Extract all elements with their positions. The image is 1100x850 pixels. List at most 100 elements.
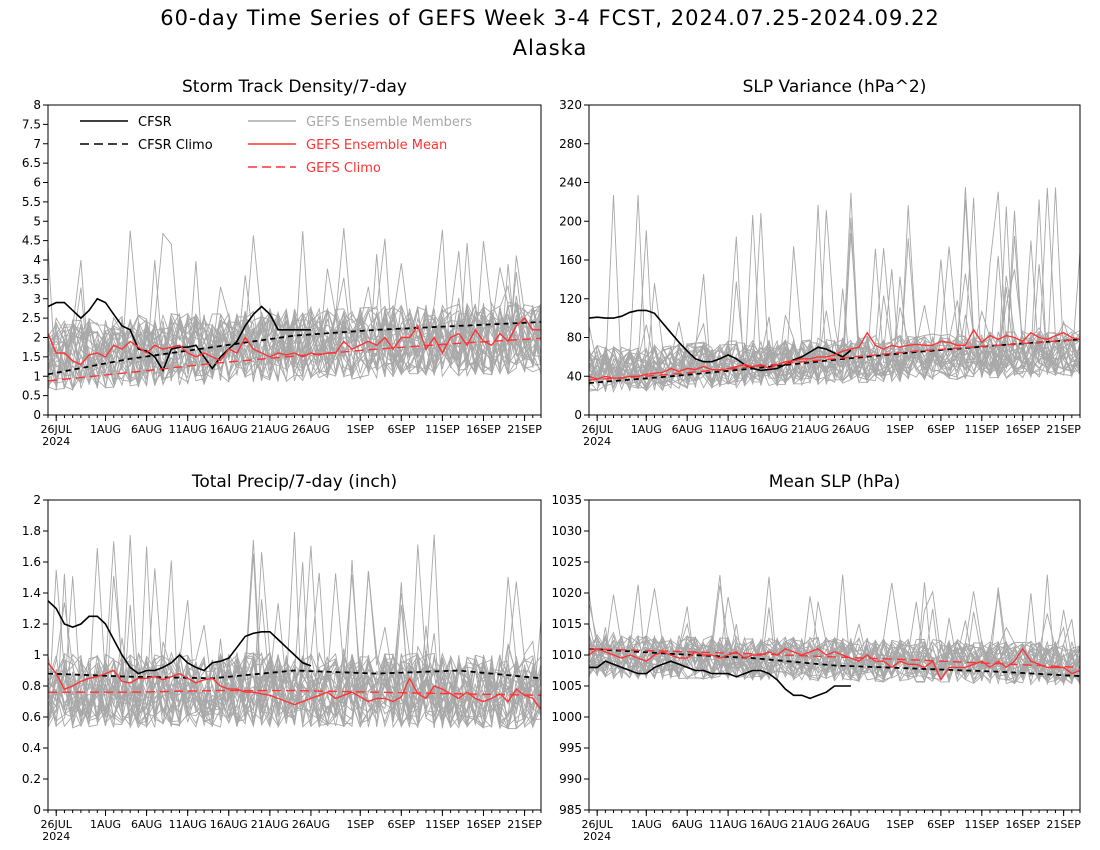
x-tick-label: 26JUL (581, 423, 613, 436)
x-year-label: 2024 (583, 435, 611, 448)
x-year-label: 2024 (42, 830, 70, 843)
y-tick-label: 6 (33, 176, 41, 190)
y-tick-label: 995 (559, 741, 582, 755)
panel-1: Storm Track Density/7-day 0 0.5 1 1.5 2 2.5 3 3.… (22, 77, 542, 448)
ensemble-member-line (589, 592, 1080, 685)
y-tick-label: 985 (559, 803, 582, 817)
ensemble-member-line (589, 624, 1080, 685)
x-tick-label: 16SEP (1005, 423, 1040, 436)
panel-title: Mean SLP (hPa) (769, 472, 901, 492)
x-tick-label: 11AUG (169, 423, 207, 436)
ensemble-member-line (48, 562, 541, 728)
y-tick-label: 8 (33, 98, 41, 112)
y-tick-label: 1.6 (22, 555, 41, 569)
ensemble-member-line (589, 275, 1080, 391)
x-tick-label: 21AUG (791, 818, 829, 831)
cfsr-line (48, 600, 312, 675)
ensemble-member-line (48, 231, 541, 387)
cfsr-climo-line (48, 669, 541, 680)
figure-title: 60-day Time Series of GEFS Week 3-4 FCST… (160, 6, 940, 30)
x-tick-label: 16SEP (466, 423, 501, 436)
x-tick-label: 26JUL (41, 423, 73, 436)
x-tick-label: 6SEP (927, 818, 955, 831)
y-tick-label: 7 (33, 137, 41, 151)
y-tick-label: 3 (33, 292, 41, 306)
y-tick-label: 2 (33, 331, 41, 345)
gefs-ensemble-mean-line (48, 317, 541, 366)
x-tick-label: 1SEP (886, 423, 914, 436)
y-tick-label: 1.2 (22, 617, 41, 631)
ensemble-member-line (48, 305, 541, 387)
gefs-climo-line (589, 338, 1080, 381)
ensemble-member-line (589, 587, 1080, 687)
ensemble-member-line (48, 575, 541, 727)
gefs-ensemble-mean-line (48, 662, 541, 710)
x-tick-label: 16AUG (210, 423, 248, 436)
ensemble-member-line (589, 640, 1080, 685)
y-tick-label: 120 (559, 292, 582, 306)
x-tick-label: 21AUG (791, 423, 829, 436)
ensemble-member-line (48, 625, 541, 729)
y-tick-label: 1015 (551, 617, 582, 631)
y-tick-label: 5.5 (22, 195, 41, 209)
cfsr-line (589, 309, 852, 372)
ensemble-member-line (589, 246, 1080, 390)
x-tick-label: 21SEP (507, 818, 542, 831)
legend-label: GEFS Climo (306, 161, 381, 176)
ensemble-member-line (48, 263, 541, 381)
y-tick-label: 1.4 (22, 586, 41, 600)
x-tick-label: 1SEP (346, 818, 374, 831)
y-tick-label: 0.5 (22, 389, 41, 403)
x-tick-label: 11SEP (965, 423, 1000, 436)
panel-2: SLP Variance (hPa^2) 0 40 80 120 160 200 240 280… (559, 77, 1081, 448)
y-tick-label: 80 (567, 331, 582, 345)
y-tick-label: 1035 (551, 493, 582, 507)
x-tick-label: 16AUG (210, 818, 248, 831)
panel-4: Mean SLP (hPa) 985 990 995 1000 1005 1010 1015 1… (551, 472, 1081, 843)
x-tick-label: 16SEP (1005, 818, 1040, 831)
x-tick-label: 6SEP (388, 818, 416, 831)
y-tick-label: 280 (559, 137, 582, 151)
gefs-ensemble-mean-line (589, 328, 1080, 380)
x-tick-label: 26AUG (832, 423, 870, 436)
y-tick-label: 1000 (551, 710, 582, 724)
x-tick-label: 21SEP (1046, 423, 1081, 436)
x-tick-label: 11AUG (709, 818, 747, 831)
ensemble-member-line (589, 194, 1080, 391)
plot-area (48, 228, 541, 392)
y-tick-label: 1.8 (22, 524, 41, 538)
y-tick-label: 160 (559, 253, 582, 267)
x-tick-label: 11AUG (709, 423, 747, 436)
legend-label: CFSR (138, 115, 172, 130)
y-tick-label: 240 (559, 176, 582, 190)
ensemble-member-line (589, 191, 1080, 390)
ensemble-member-line (48, 303, 541, 389)
x-tick-label: 26AUG (292, 818, 330, 831)
plot-area (48, 532, 541, 730)
x-tick-label: 6SEP (388, 423, 416, 436)
y-tick-label: 1.5 (22, 350, 41, 364)
gefs-climo-line (48, 337, 541, 382)
x-tick-label: 21SEP (507, 423, 542, 436)
y-tick-label: 1005 (551, 679, 582, 693)
x-tick-label: 26AUG (832, 818, 870, 831)
x-tick-label: 11SEP (965, 818, 1000, 831)
y-tick-label: 0.8 (22, 679, 41, 693)
ensemble-member-line (48, 272, 541, 389)
cfsr-climo-line (589, 647, 1080, 677)
y-tick-label: 4.5 (22, 234, 41, 248)
x-tick-label: 11AUG (169, 818, 207, 831)
y-tick-label: 0 (33, 408, 41, 422)
ensemble-member-line (48, 304, 541, 382)
y-tick-label: 320 (559, 98, 582, 112)
y-tick-label: 1010 (551, 648, 582, 662)
y-tick-label: 0.2 (22, 772, 41, 786)
x-tick-label: 26JUL (41, 818, 73, 831)
ensemble-member-line (48, 302, 541, 382)
x-tick-label: 16AUG (750, 818, 788, 831)
x-tick-label: 1AUG (631, 818, 662, 831)
y-tick-label: 200 (559, 214, 582, 228)
x-tick-label: 16SEP (466, 818, 501, 831)
plot-area (589, 574, 1080, 700)
